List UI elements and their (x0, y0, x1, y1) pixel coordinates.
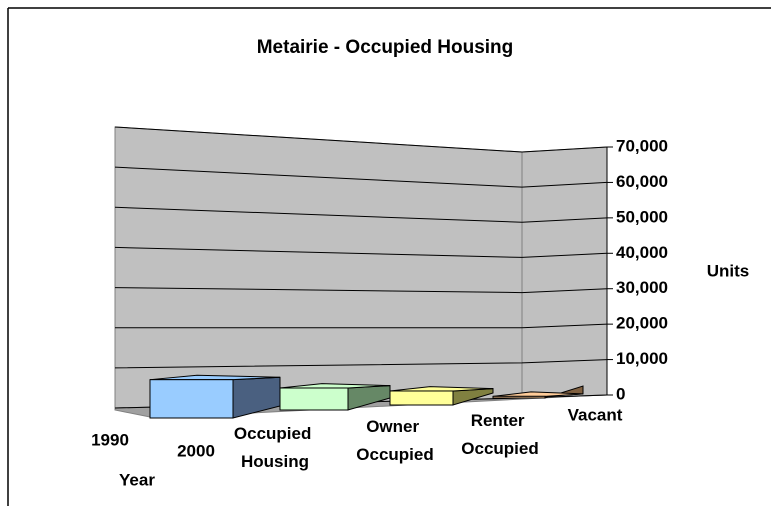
y-tick-label: 30,000 (616, 278, 668, 297)
bar-front (389, 390, 454, 406)
y-tick-label: 20,000 (616, 314, 668, 333)
depth-axis-label: Year (119, 470, 155, 489)
bar (389, 386, 494, 406)
grid-line (114, 126, 608, 153)
grid-line (114, 287, 608, 294)
chart-title: Metairie - Occupied Housing (257, 37, 514, 58)
grid-line (114, 206, 608, 223)
bar (279, 383, 391, 411)
grid-line (114, 166, 608, 188)
grid-line (114, 246, 608, 258)
bar-front (279, 387, 349, 411)
y-axis-label: Units (707, 261, 750, 280)
x-tick-label: Occupied Housing (234, 424, 316, 471)
y-tick-label: 50,000 (616, 207, 668, 226)
y-tick-label: 70,000 (616, 136, 668, 155)
x-tick-label: Renter Occupied (461, 411, 538, 458)
x-tick-label: Vacant (568, 405, 623, 424)
bar-front (149, 379, 234, 419)
y-tick-label: 10,000 (616, 349, 668, 368)
depth-tick-label: 1990 (91, 430, 129, 449)
bar-front (492, 395, 546, 399)
y-tick-label: 0 (616, 384, 625, 403)
bar (149, 374, 281, 419)
bar (492, 385, 584, 399)
y-tick-label: 60,000 (616, 172, 668, 191)
grid-line (115, 323, 608, 329)
depth-tick-label: 2000 (177, 441, 215, 460)
y-tick-label: 40,000 (616, 243, 668, 262)
x-tick-label: Owner Occupied (356, 417, 433, 464)
grid-line (114, 359, 608, 369)
